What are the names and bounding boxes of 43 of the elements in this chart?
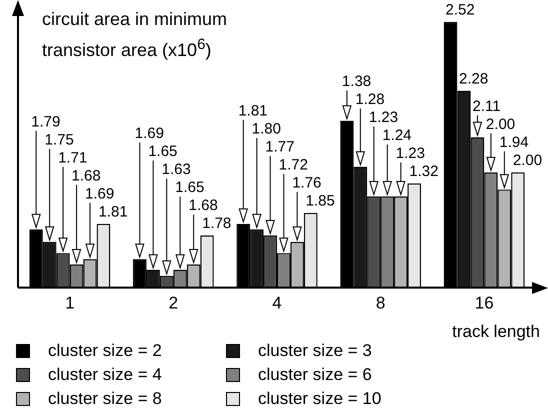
- annotation: 1.72: [278, 156, 308, 174]
- annotation: 1.23: [396, 145, 426, 162]
- annotation: 1.81: [98, 203, 128, 220]
- annotation: 2.00: [486, 116, 516, 133]
- annotation: 2.00: [512, 152, 542, 169]
- annotation: 1.75: [44, 131, 74, 148]
- annotation: 1.79: [31, 113, 60, 130]
- legend-label: cluster size = 10: [258, 389, 382, 409]
- annotation: 1.69: [85, 185, 114, 202]
- annotation: 1.38: [342, 73, 372, 90]
- annotation: 1.68: [72, 167, 101, 184]
- annotation: 1.65: [175, 179, 204, 196]
- x-tick-label: 2: [168, 293, 178, 312]
- annotation: 1.24: [382, 127, 412, 144]
- annotation: 1.94: [499, 134, 529, 151]
- legend-label: cluster size = 6: [258, 365, 372, 385]
- annotation: 2.28: [459, 70, 488, 88]
- x-tick-label: 1: [65, 293, 75, 312]
- annotation: 1.78: [202, 215, 232, 232]
- annotation: 1.85: [306, 192, 335, 210]
- annotation: 1.76: [292, 174, 322, 192]
- annotation: 1.63: [162, 161, 191, 178]
- annotation: 1.69: [134, 125, 164, 142]
- legend-label: cluster size = 4: [48, 365, 162, 385]
- annotation: 1.32: [409, 163, 438, 180]
- legend-label: cluster size = 3: [258, 341, 372, 361]
- annotation: 1.81: [238, 102, 268, 120]
- annotation: 1.28: [355, 91, 385, 108]
- annotation: 1.68: [188, 197, 218, 214]
- x-tick-label: 8: [376, 293, 386, 312]
- annotation: 1.23: [368, 109, 398, 126]
- annotation: 1.80: [252, 120, 281, 138]
- annotation: 1.71: [58, 149, 88, 166]
- annotation: 1.65: [148, 143, 178, 160]
- text: 2.52: [446, 2, 475, 19]
- x-axis-title: track length: [452, 322, 540, 342]
- x-tick-label: 4: [272, 293, 282, 312]
- y-axis-title: circuit area in minimum transistor area (x10$^{6}$): [42, 8, 228, 62]
- annotation: 2.11: [472, 98, 501, 115]
- legend-label: cluster size = 2: [48, 341, 162, 361]
- x-tick-label: 16: [474, 293, 494, 312]
- annotation: 1.77: [265, 138, 294, 156]
- legend-label: cluster size = 8: [48, 389, 162, 409]
